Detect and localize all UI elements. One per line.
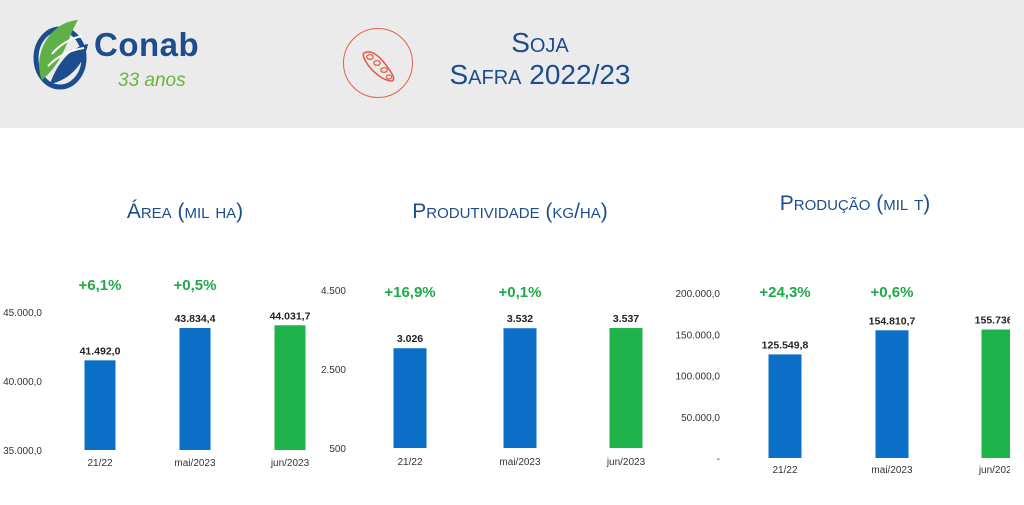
- y-tick-label: 45.000,0: [3, 308, 42, 319]
- bar: [981, 329, 1015, 458]
- y-tick-label: 2.500: [321, 365, 346, 376]
- data-label: 154.810,7: [869, 315, 916, 327]
- x-tick-label: 21/22: [87, 458, 112, 469]
- x-tick-label: mai/2023: [871, 465, 913, 476]
- bar: [875, 330, 909, 458]
- data-label: 3.026: [397, 333, 423, 345]
- y-tick-label: 200.000,0: [676, 289, 721, 300]
- bar: [84, 360, 116, 450]
- x-tick-label: 21/22: [397, 457, 422, 468]
- bar: [609, 328, 643, 448]
- x-tick-label: jun/2023: [270, 458, 310, 469]
- data-label: 3.537: [613, 313, 639, 325]
- crop-badge: [343, 28, 413, 98]
- soybean-pod-icon: [362, 51, 395, 82]
- bar: [768, 354, 802, 458]
- change-label: +0,1%: [499, 284, 542, 301]
- y-tick-label: 40.000,0: [3, 377, 42, 388]
- bar: [179, 328, 211, 450]
- y-tick-label: 100.000,0: [676, 372, 721, 383]
- conab-leaf-logo-icon: [33, 20, 88, 90]
- data-label: 43.834,4: [175, 313, 216, 325]
- brand-name: Conab: [94, 26, 200, 63]
- bar: [393, 348, 427, 448]
- y-tick-label: 500: [329, 444, 346, 455]
- change-label: +0,5%: [174, 277, 217, 294]
- chart-title-productivity: Produtividade (kg/ha): [412, 200, 608, 223]
- data-label: 125.549,8: [762, 339, 809, 351]
- bar: [274, 325, 306, 450]
- y-tick-label: 35.000,0: [3, 446, 42, 457]
- brand-years: 33 anos: [118, 70, 186, 91]
- change-label: +0,6%: [871, 284, 914, 301]
- data-label: 44.031,7: [270, 310, 311, 322]
- x-tick-label: jun/2023: [978, 465, 1018, 476]
- x-tick-label: jun/2023: [606, 457, 646, 468]
- x-tick-label: mai/2023: [499, 457, 541, 468]
- change-label: +6,1%: [79, 277, 122, 294]
- change-label: +24,3%: [759, 284, 810, 301]
- x-tick-label: 21/22: [772, 465, 797, 476]
- y-tick-label: 50.000,0: [681, 413, 720, 424]
- data-label: 3.532: [507, 313, 533, 325]
- title-crop: Soja: [511, 27, 569, 58]
- bar: [503, 328, 537, 448]
- title-season: Safra 2022/23: [449, 59, 631, 90]
- page-title: Soja Safra 2022/23: [440, 28, 640, 92]
- header-band: Conab 33 anos Soja Safra 2022/23: [0, 0, 1024, 128]
- chart-title-area: Área (mil ha): [126, 200, 244, 223]
- y-tick-label: 150.000,0: [676, 330, 721, 341]
- page-edge: [1010, 128, 1024, 505]
- data-label: 155.736,5: [975, 315, 1022, 327]
- y-tick-label: 4.500: [321, 286, 346, 297]
- x-tick-label: mai/2023: [174, 458, 216, 469]
- y-tick-label: -: [717, 454, 720, 465]
- chart-title-production: Produção (mil t): [779, 192, 931, 215]
- data-label: 41.492,0: [80, 345, 121, 357]
- change-label: +16,9%: [384, 284, 435, 301]
